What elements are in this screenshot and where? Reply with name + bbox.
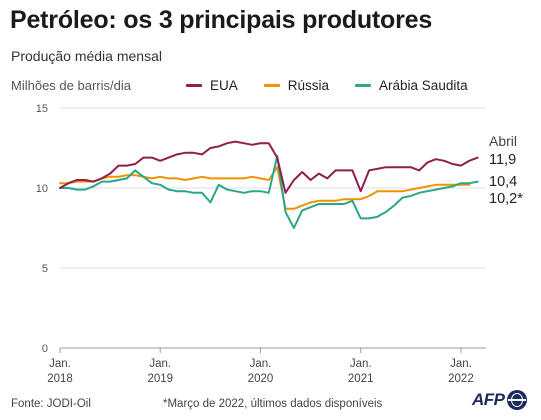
legend-swatch-russia xyxy=(263,84,280,87)
chart-subtitle: Produção média mensal xyxy=(11,48,162,64)
x-tick-year-2020: 2020 xyxy=(248,373,274,385)
series-line-russia xyxy=(59,166,471,210)
afp-logo: AFP xyxy=(472,390,527,410)
x-tick-year-2022: 2022 xyxy=(448,373,474,385)
legend-item-arabia-saudita: Arábia Saudita xyxy=(355,78,468,93)
legend-label-russia: Rússia xyxy=(287,78,330,93)
x-tick-year-2018: 2018 xyxy=(47,373,73,385)
y-tick-label-15: 15 xyxy=(36,103,48,115)
legend-swatch-arabia-saudita xyxy=(355,84,372,87)
globe-icon xyxy=(506,390,527,410)
x-tick-month-2018: Jan. xyxy=(49,358,71,370)
source-note: Fonte: JODI-Oil xyxy=(11,398,91,410)
chart-title: Petróleo: os 3 principais produtores xyxy=(10,6,433,34)
legend-label-eua: EUA xyxy=(210,78,238,93)
end-label-eua: 11,9 xyxy=(489,152,516,168)
y-axis-label: Milhões de barris/dia xyxy=(11,78,131,93)
y-tick-label-5: 5 xyxy=(42,263,48,275)
x-tick-month-2020: Jan. xyxy=(250,358,272,370)
footnote: *Março de 2022, últimos dados disponívei… xyxy=(163,398,383,410)
end-label-arabia-saudita: 10,4 xyxy=(489,174,517,190)
legend: EUA Rússia Arábia Saudita xyxy=(186,78,468,93)
x-tick-year-2021: 2021 xyxy=(348,373,374,385)
y-tick-label-0: 0 xyxy=(42,343,48,355)
afp-logo-text: AFP xyxy=(472,390,505,409)
x-tick-month-2021: Jan. xyxy=(350,358,372,370)
x-tick-month-2022: Jan. xyxy=(450,358,472,370)
series-line-eua xyxy=(59,140,479,194)
x-tick-month-2019: Jan. xyxy=(149,358,171,370)
y-tick-label-10: 10 xyxy=(36,183,48,195)
x-tick-year-2019: 2019 xyxy=(147,373,173,385)
legend-item-eua: EUA xyxy=(186,78,238,93)
series-line-arabia-saudita xyxy=(59,155,479,229)
end-label-russia: 10,2* xyxy=(489,191,523,207)
legend-item-russia: Rússia xyxy=(263,78,330,93)
legend-label-arabia-saudita: Arábia Saudita xyxy=(379,78,468,93)
legend-swatch-eua xyxy=(186,84,202,87)
end-label-month: Abril xyxy=(489,133,517,149)
